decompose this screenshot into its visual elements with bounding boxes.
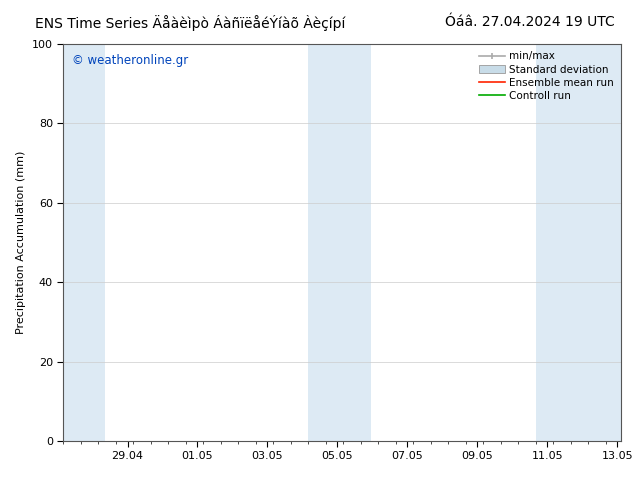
Bar xyxy=(63,44,105,441)
Legend: min/max, Standard deviation, Ensemble mean run, Controll run: min/max, Standard deviation, Ensemble me… xyxy=(475,47,618,105)
Y-axis label: Precipitation Accumulation (mm): Precipitation Accumulation (mm) xyxy=(16,151,27,334)
Bar xyxy=(536,44,621,441)
Bar xyxy=(308,44,372,441)
Text: ENS Time Series Äåàèìpò ÁàñïëåéÝíàõ Àèçípí: ENS Time Series Äåàèìpò ÁàñïëåéÝíàõ Àèçí… xyxy=(35,15,346,31)
Text: Óáâ. 27.04.2024 19 UTC: Óáâ. 27.04.2024 19 UTC xyxy=(445,15,615,29)
Text: © weatheronline.gr: © weatheronline.gr xyxy=(72,54,188,67)
